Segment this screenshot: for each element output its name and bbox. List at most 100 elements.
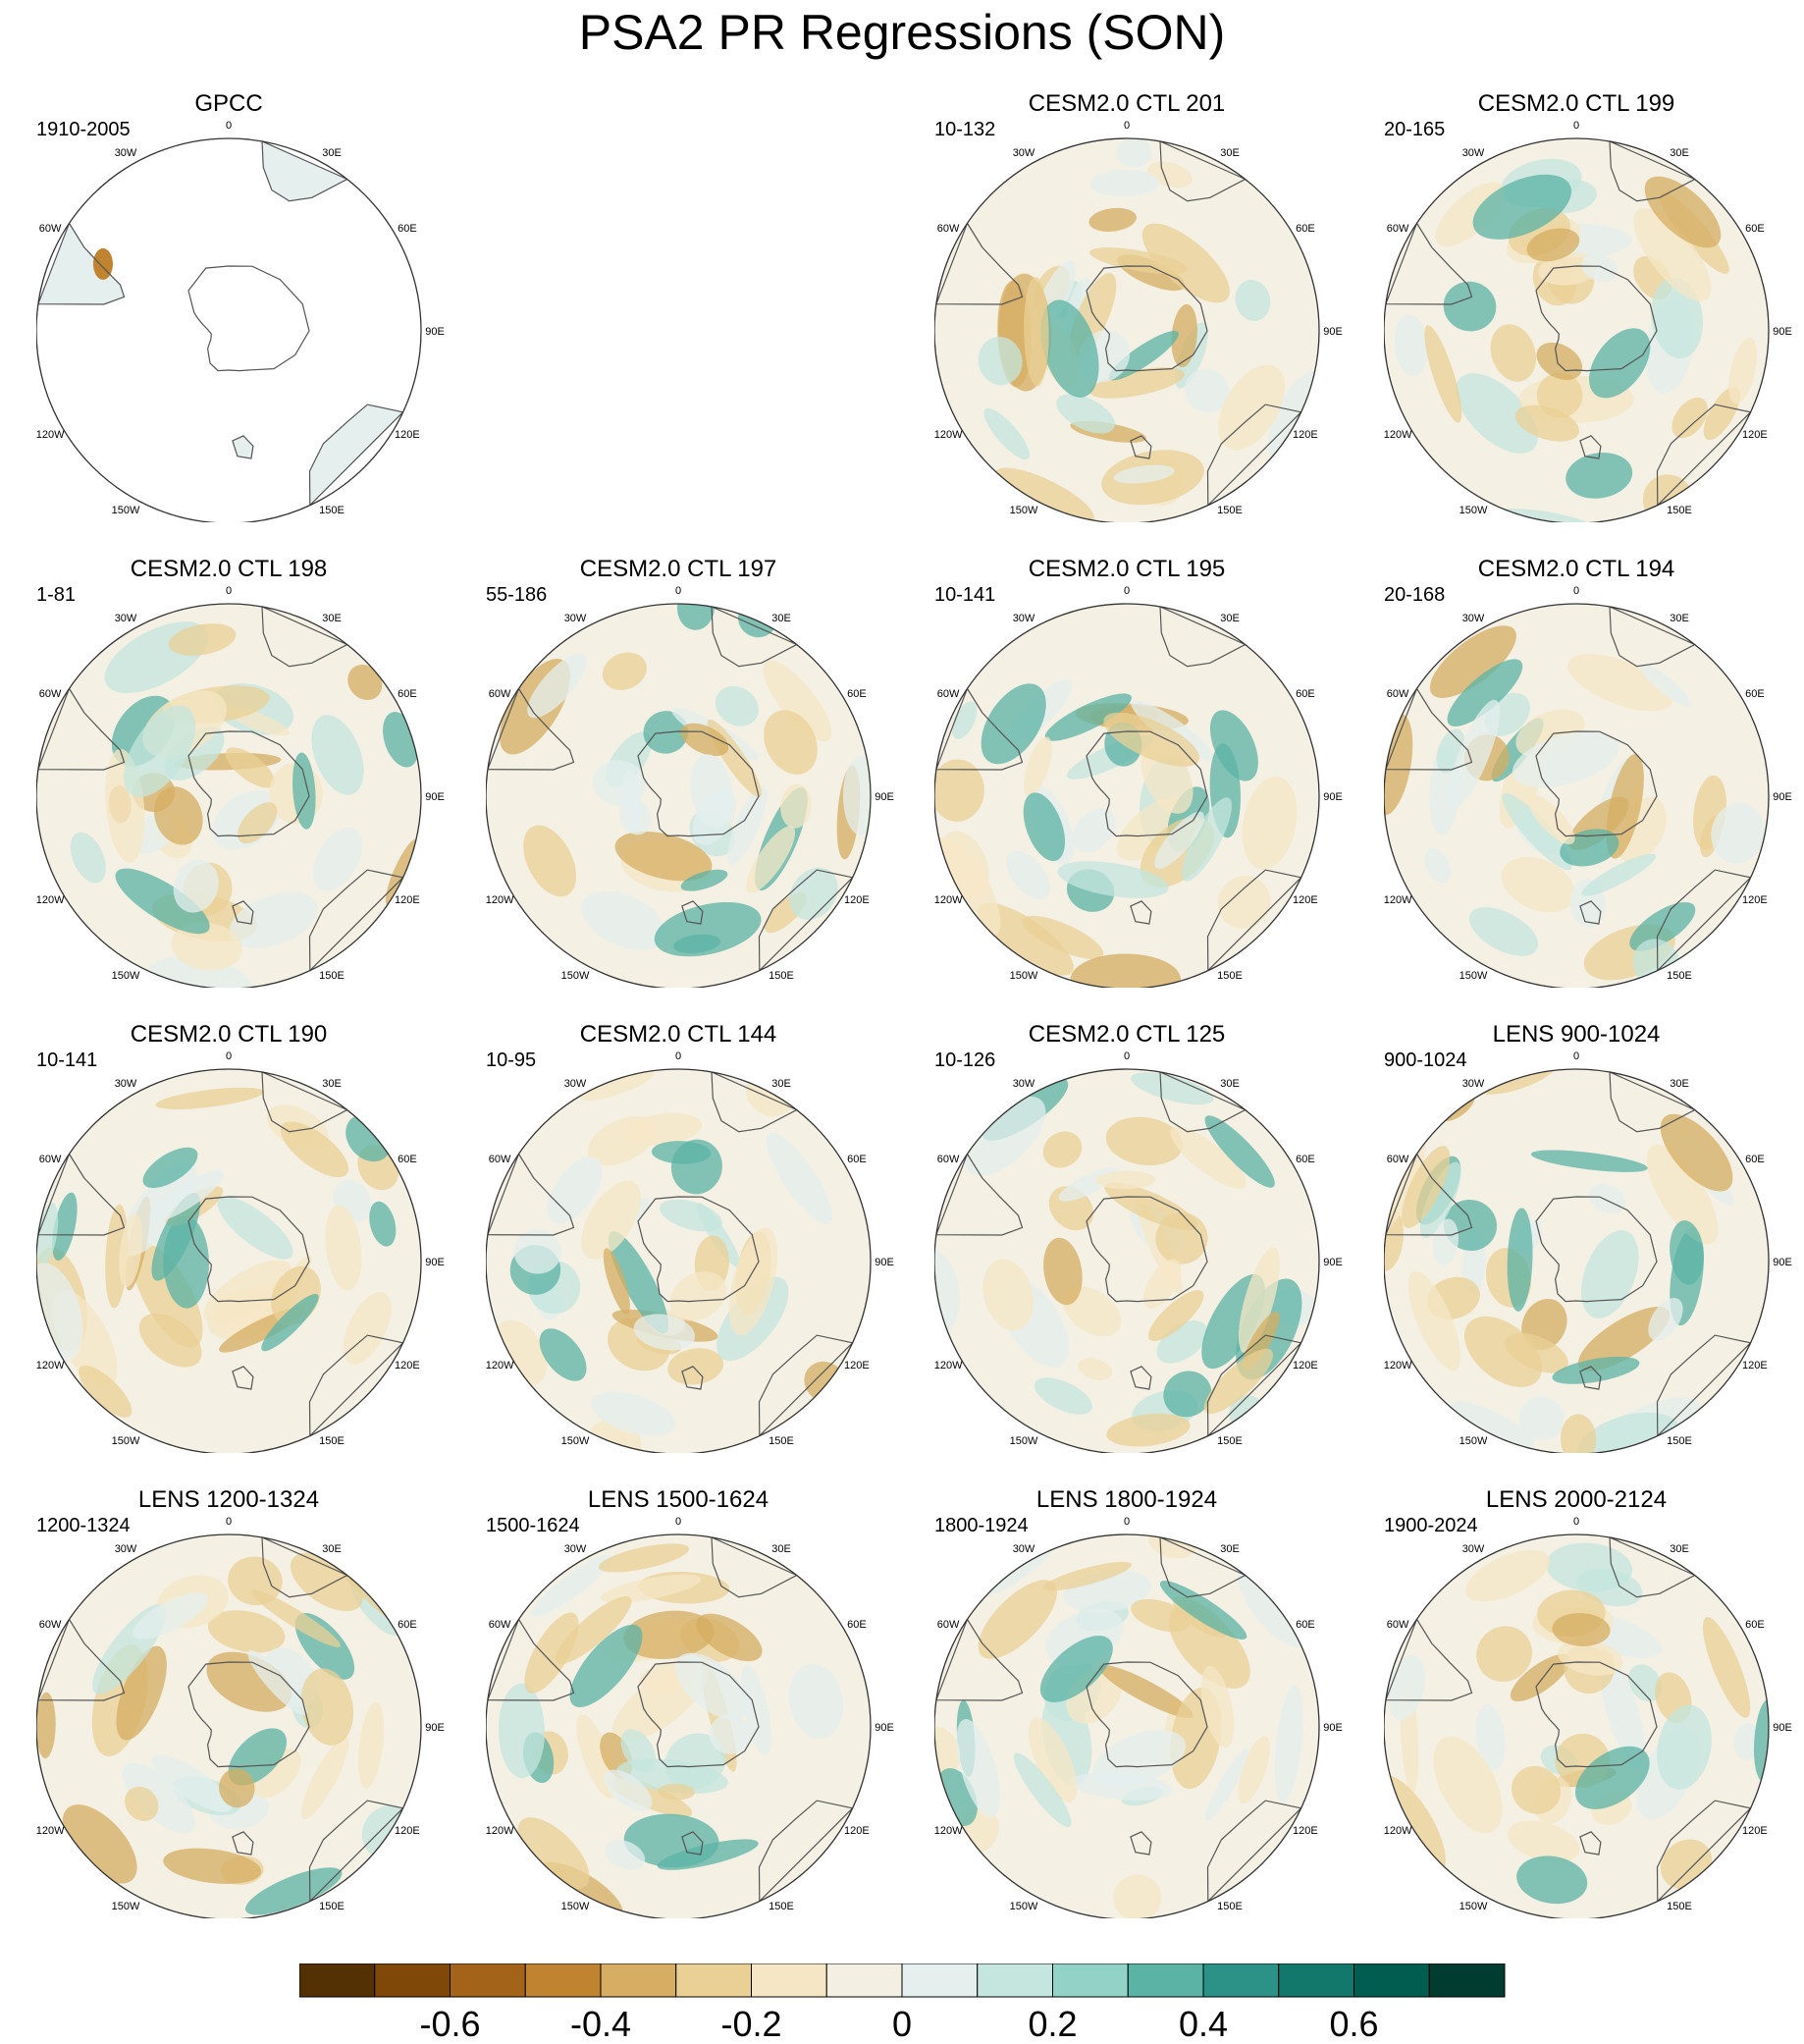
- longitude-label: 90E: [1773, 791, 1792, 803]
- anomaly-patch: [1170, 1126, 1247, 1189]
- anomaly-patch: [385, 838, 419, 906]
- anomaly-patch: [238, 802, 278, 844]
- anomaly-patch: [1508, 1820, 1580, 1862]
- map-panel: 030E60E90E120E150E180150W120W90W60W30WLE…: [450, 1486, 901, 1918]
- panel-title: CESM2.0 CTL 194: [1477, 556, 1675, 582]
- anomaly-patch: [1490, 324, 1537, 382]
- precip-anomaly-field: [37, 141, 403, 506]
- new-zealand-coastline: [232, 1366, 254, 1390]
- antarctica-coastline: [1086, 730, 1208, 837]
- anomaly-patch: [709, 1714, 752, 1754]
- longitude-label: 120E: [1293, 894, 1318, 906]
- longitude-label: 150W: [112, 970, 140, 982]
- longitude-label: 150W: [1459, 1435, 1488, 1447]
- longitude-label: 60E: [398, 688, 417, 700]
- longitude-label: 0: [1573, 1050, 1579, 1062]
- anomaly-patch: [1205, 1748, 1249, 1821]
- anomaly-patch: [133, 1243, 203, 1348]
- anomaly-patch: [498, 1683, 546, 1779]
- new-zealand-coastline: [1130, 900, 1152, 925]
- anomaly-patch: [689, 754, 733, 828]
- anomaly-patch: [978, 902, 1074, 976]
- anomaly-patch: [280, 1121, 349, 1178]
- longitude-label: 150W: [112, 1435, 140, 1447]
- antarctica-coastline: [187, 1661, 310, 1768]
- new-zealand-coastline: [1579, 1366, 1602, 1390]
- anomaly-patch: [124, 705, 196, 798]
- anomaly-patch: [780, 783, 812, 829]
- longitude-label: 60W: [1387, 223, 1409, 235]
- anomaly-patch: [609, 1231, 669, 1334]
- anomaly-patch: [1200, 1666, 1235, 1748]
- longitude-label: 90E: [425, 791, 445, 803]
- anomaly-patch: [1063, 1286, 1122, 1337]
- anomaly-patch: [1023, 792, 1066, 862]
- anomaly-patch: [740, 1664, 771, 1755]
- anomaly-patch: [658, 1783, 695, 1801]
- map-boundary-circle: [934, 1068, 1320, 1453]
- map-boundary-circle: [1384, 603, 1770, 988]
- precip-anomaly-field: [499, 604, 871, 957]
- longitude-label: 30E: [322, 147, 342, 159]
- longitude-label: 150E: [1217, 970, 1243, 982]
- anomaly-patch: [1092, 1730, 1187, 1788]
- anomaly-patch: [261, 1293, 319, 1352]
- anomaly-patch: [292, 752, 316, 830]
- anomaly-patch: [1402, 1146, 1451, 1228]
- map-boundary-circle: [934, 603, 1320, 988]
- anomaly-patch: [1105, 1116, 1184, 1166]
- colorbar-swatch: [1353, 1963, 1430, 1998]
- anomaly-patch: [1507, 1208, 1533, 1312]
- precip-anomaly-field: [934, 1072, 1317, 1447]
- polar-stereographic-map: 030E60E90E120E150E180150W120W90W60W30W: [36, 1516, 445, 1918]
- anomaly-patch: [217, 1196, 293, 1260]
- longitude-label: 60W: [937, 1619, 960, 1631]
- panel-title: CESM2.0 CTL 197: [579, 556, 777, 582]
- longitude-label: 30E: [1220, 1543, 1240, 1555]
- longitude-label: 150E: [769, 970, 794, 982]
- south-america-coastline: [935, 222, 1024, 305]
- colorbar-swatch: [524, 1963, 602, 1998]
- anomaly-patch: [539, 1328, 587, 1381]
- longitude-label: 30W: [115, 1543, 137, 1555]
- map-panel: 030E60E90E120E150E180150W120W90W60W30WCE…: [1348, 90, 1799, 522]
- longitude-label: 60W: [937, 688, 960, 700]
- longitude-label: 30W: [564, 1078, 587, 1090]
- map-panel: 030E60E90E120E150E180150W120W90W60W30WCE…: [1348, 556, 1799, 988]
- longitude-label: 60E: [398, 1154, 417, 1165]
- map-panel: 030E60E90E120E150E180150W120W90W60W30WCE…: [898, 1021, 1350, 1453]
- anomaly-patch: [1274, 1685, 1303, 1802]
- longitude-label: 120E: [395, 429, 420, 441]
- longitude-label: 60W: [937, 223, 960, 235]
- polar-stereographic-map: 030E60E90E120E150E180150W120W90W60W30W: [486, 1516, 894, 1918]
- longitude-label: 150E: [1667, 505, 1692, 516]
- panel-title: CESM2.0 CTL 201: [1028, 90, 1226, 117]
- anomaly-patch: [1024, 277, 1049, 387]
- polar-stereographic-map: 030E60E90E120E150E180150W120W90W60W30W: [934, 585, 1343, 988]
- anomaly-patch: [654, 901, 762, 957]
- longitude-label: 60E: [1745, 688, 1765, 700]
- anomaly-patch: [1384, 1208, 1404, 1271]
- map-boundary-circle: [486, 1533, 872, 1918]
- polar-stereographic-map: 030E60E90E120E150E180150W120W90W60W30W: [486, 1050, 894, 1453]
- anomaly-patch: [1671, 397, 1708, 439]
- anomaly-patch: [1574, 1746, 1650, 1809]
- anomaly-patch: [52, 1192, 78, 1261]
- map-panel: 030E60E90E120E150E180150W120W90W60W30WCE…: [450, 1021, 901, 1453]
- anomaly-patch: [1502, 792, 1572, 871]
- map-panel: 030E60E90E120E150E180150W120W90W60W30WLE…: [898, 1486, 1350, 1918]
- anomaly-patch: [247, 1649, 307, 1715]
- anomaly-patch: [651, 1141, 712, 1164]
- anomaly-patch: [149, 1170, 224, 1222]
- anomaly-patch: [622, 1112, 703, 1146]
- longitude-label: 30E: [1220, 147, 1240, 159]
- anomaly-patch: [1536, 372, 1583, 418]
- longitude-label: 30W: [564, 613, 587, 624]
- antarctica-coastline: [637, 1196, 760, 1303]
- anomaly-patch: [300, 1737, 349, 1820]
- south-america-coastline: [1385, 687, 1473, 771]
- map-panel: 030E60E90E120E150E180150W120W90W60W30WCE…: [450, 556, 901, 988]
- anomaly-patch: [171, 922, 242, 971]
- longitude-label: 30E: [1220, 613, 1240, 624]
- panel-period-label: 10-141: [36, 1049, 98, 1071]
